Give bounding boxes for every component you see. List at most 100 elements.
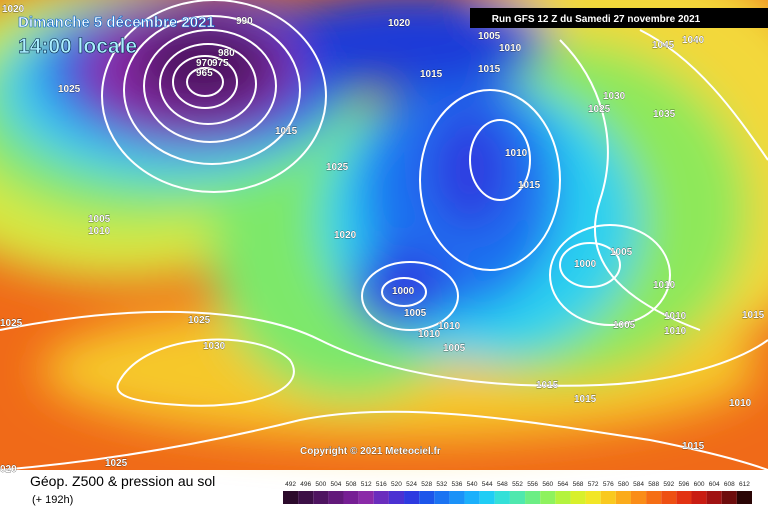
- pressure-label: 1005: [610, 247, 633, 258]
- scale-swatch: [691, 491, 707, 504]
- pressure-label: 1025: [588, 104, 611, 115]
- pressure-label: 1005: [404, 308, 427, 319]
- pressure-label: 1015: [518, 180, 541, 191]
- scale-swatch: [630, 491, 647, 504]
- scale-swatch: [570, 491, 586, 504]
- pressure-label: 1005: [613, 320, 636, 331]
- copyright: Copyright © 2021 Meteociel.fr: [300, 446, 441, 457]
- run-box: [470, 8, 768, 28]
- pressure-label: 1025: [188, 315, 211, 326]
- pressure-label: 1010: [664, 311, 687, 322]
- scale-label: 556: [527, 481, 538, 488]
- scale-swatch: [419, 491, 435, 504]
- pressure-label: 965: [196, 68, 213, 79]
- pressure-label: 1040: [682, 35, 705, 46]
- pressure-label: 1000: [392, 286, 415, 297]
- scale-swatch: [509, 491, 526, 504]
- scale-label: 536: [452, 481, 463, 488]
- pressure-label: 1015: [536, 380, 559, 391]
- pressure-label: 970: [196, 58, 213, 69]
- pressure-label: 1010: [653, 280, 676, 291]
- scale-swatch: [328, 491, 344, 504]
- scale-label: 588: [648, 481, 659, 488]
- scale-swatch: [721, 491, 737, 504]
- scale-swatch: [283, 491, 299, 504]
- pressure-label: 1005: [88, 214, 111, 225]
- pressure-label: 990: [236, 16, 253, 27]
- scale-swatch: [661, 491, 677, 504]
- pressure-label: 1000: [574, 259, 597, 270]
- footer-title: Géop. Z500 & pression au sol: [30, 473, 215, 489]
- scale-swatch: [343, 491, 359, 504]
- time: 14:00 locale: [18, 35, 137, 58]
- run-info: Run GFS 12 Z du Samedi 27 novembre 2021: [492, 14, 701, 25]
- pressure-label: 1005: [443, 343, 466, 354]
- pressure-label: 1010: [729, 398, 752, 409]
- scale-label: 500: [315, 481, 326, 488]
- scale-swatch: [358, 491, 374, 504]
- scale-label: 608: [724, 481, 735, 488]
- scale-swatch: [298, 491, 314, 504]
- pressure-label: 980: [218, 48, 235, 59]
- scale-label: 580: [618, 481, 629, 488]
- scale-swatch: [676, 491, 692, 504]
- pressure-label: 1020: [334, 230, 357, 241]
- pressure-label: 1010: [499, 43, 522, 54]
- scale-swatch: [449, 491, 465, 504]
- scale-label: 524: [406, 481, 417, 488]
- scale-label: 576: [603, 481, 614, 488]
- pressure-label: 975: [212, 58, 229, 69]
- field: [0, 0, 768, 470]
- pressure-label: 1015: [275, 126, 298, 137]
- scale-swatch: [479, 491, 495, 504]
- footer-lead: (+ 192h): [32, 494, 73, 506]
- pressure-label: 1010: [438, 321, 461, 332]
- scale-label: 600: [694, 481, 705, 488]
- scale-label: 544: [482, 481, 493, 488]
- pressure-label: 1010: [88, 226, 111, 237]
- scale-label: 548: [497, 481, 508, 488]
- scale-swatch: [404, 491, 420, 504]
- scale-label: 568: [573, 481, 584, 488]
- scale-swatch: [736, 491, 752, 504]
- scale-label: 520: [391, 481, 402, 488]
- scale-label: 552: [512, 481, 523, 488]
- pressure-label: 1015: [574, 394, 597, 405]
- pressure-label: 1020: [2, 4, 25, 15]
- scale-swatch: [540, 491, 556, 504]
- pressure-label: 1010: [505, 148, 528, 159]
- scale-swatch: [555, 491, 571, 504]
- pressure-label: 1015: [742, 310, 765, 321]
- scale-swatch: [600, 491, 616, 504]
- scale-label: 560: [542, 481, 553, 488]
- scale-swatch: [646, 491, 662, 504]
- pressure-label: 020: [0, 464, 17, 475]
- scale-label: 572: [588, 481, 599, 488]
- pressure-label: 1030: [203, 341, 226, 352]
- pressure-label: 1015: [682, 441, 705, 452]
- pressure-label: 1020: [388, 18, 411, 29]
- pressure-label: 1025: [58, 84, 81, 95]
- scale-label: 596: [678, 481, 689, 488]
- scale-swatch: [525, 491, 541, 504]
- pressure-label: 1025: [0, 318, 23, 329]
- scale-swatch: [464, 491, 480, 504]
- scale-label: 540: [467, 481, 478, 488]
- date: Dimanche 5 décembre 2021: [18, 14, 215, 31]
- scale-label: 612: [739, 481, 750, 488]
- scale-swatch: [615, 491, 631, 504]
- pressure-label: 1010: [664, 326, 687, 337]
- scale-label: 584: [633, 481, 644, 488]
- scale-label: 516: [376, 481, 387, 488]
- scale-label: 604: [709, 481, 720, 488]
- scale-swatch: [434, 491, 450, 504]
- scale-swatch: [388, 491, 405, 504]
- scale-label: 564: [557, 481, 568, 488]
- scale-label: 496: [300, 481, 311, 488]
- scale-swatch: [706, 491, 722, 504]
- pressure-label: 1025: [326, 162, 349, 173]
- pressure-label: 1035: [653, 109, 676, 120]
- scale-label: 492: [285, 481, 296, 488]
